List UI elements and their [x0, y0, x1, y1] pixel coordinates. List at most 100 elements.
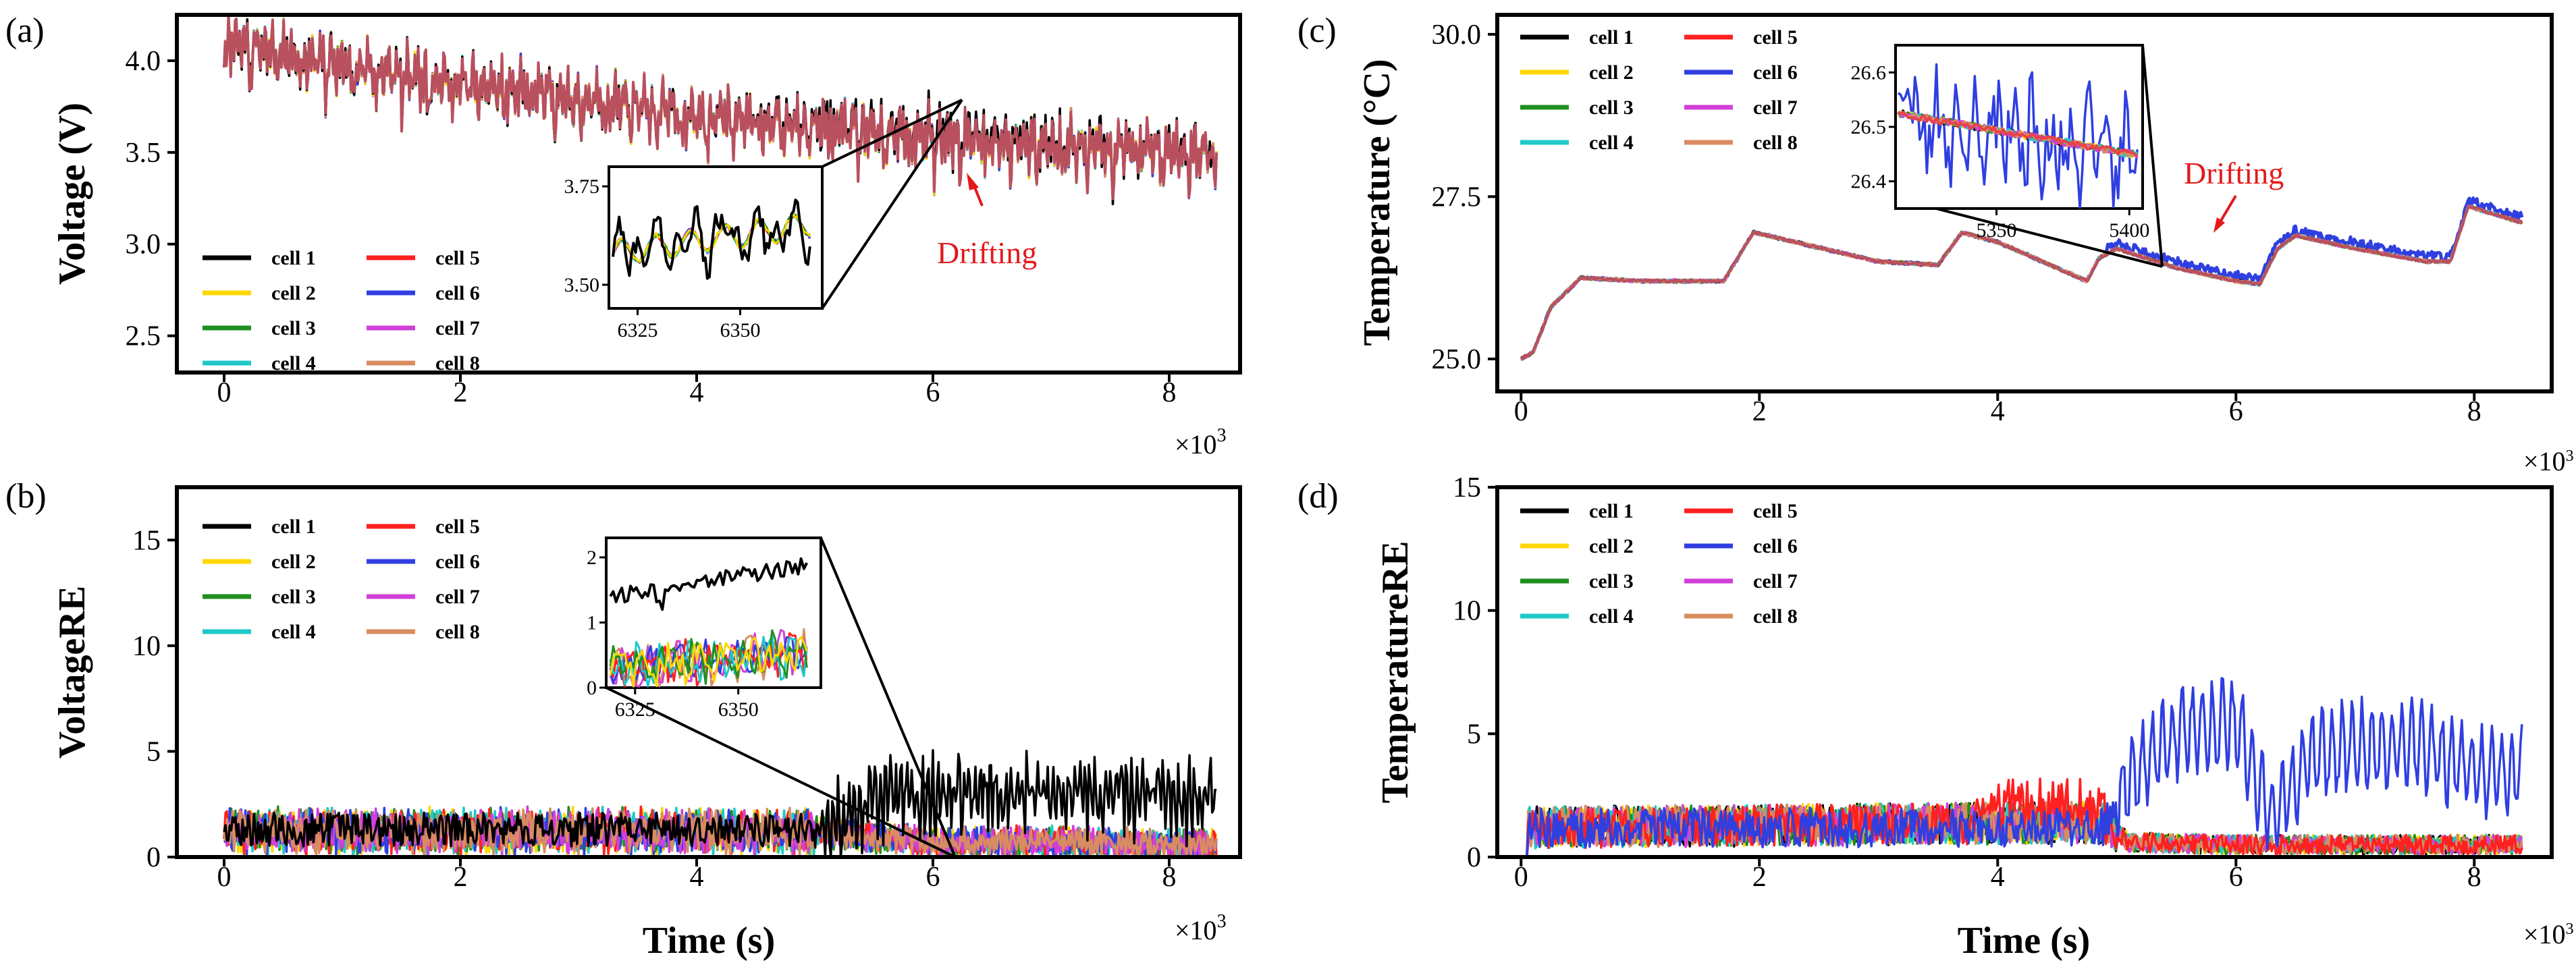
inset-ytick-label-a-1: 3.75	[564, 175, 600, 198]
x-multiplier-a: ×103	[1175, 425, 1227, 460]
chart-panel-d: 0 2 4 6 8 0 5 10 15 TemperatureRE Time (s) ×103…	[1374, 472, 2574, 962]
legend-label-a-1: cell 1	[271, 247, 316, 269]
ytick-label-d-3: 15	[1453, 472, 1481, 503]
xtick-label-c-2: 4	[1991, 396, 2005, 427]
xtick-label-d-2: 4	[1991, 862, 2005, 893]
ytick-label-d-2: 10	[1453, 596, 1481, 627]
legend-label-a-8: cell 8	[435, 352, 480, 375]
legend-label-b-3: cell 3	[271, 586, 316, 608]
x-multiplier-base-b: ×10	[1175, 915, 1217, 945]
ytick-label-b-3: 15	[132, 525, 161, 556]
inset-ytick-label-c-2: 26.6	[1851, 61, 1887, 84]
inset-ticks-b: 6325 6350 0 1 2	[587, 547, 759, 721]
ylabel-b: VoltageRE	[51, 586, 93, 759]
ytick-label-b-0: 0	[146, 842, 161, 873]
ytick-label-a-2: 3.5	[126, 138, 161, 169]
xtick-label-a-3: 6	[926, 377, 940, 408]
x-multiplier-exp-d: 3	[2566, 920, 2574, 938]
inset-xtick-label-c-1: 5400	[2109, 219, 2149, 242]
legend-label-b-5: cell 5	[435, 516, 480, 538]
legend-label-b-1: cell 1	[271, 516, 316, 538]
ytick-label-c-1: 27.5	[1432, 182, 1482, 213]
plot-frame-d	[1495, 485, 2554, 859]
plot-frame-c	[1495, 13, 2554, 393]
inset-ytick-label-c-0: 26.4	[1851, 171, 1887, 193]
xtick-label-b-4: 8	[1162, 862, 1177, 893]
series-group-b	[223, 748, 1218, 857]
legend-label-b-4: cell 4	[271, 621, 316, 643]
inset-series-b	[609, 557, 808, 688]
zoom-line-a-1	[822, 99, 963, 168]
legend-label-d-6: cell 6	[1753, 535, 1798, 557]
xlabel-b: Time (s)	[643, 920, 776, 962]
drift-arrowhead-c	[2213, 217, 2225, 233]
legend-a: cell 1 cell 2 cell 3 cell 4 cell 5 cell 6 cell…	[203, 247, 480, 375]
xticks-c: 0 2 4 6 8	[1514, 391, 2481, 427]
legend-b: cell 1 cell 2 cell 3 cell 4 cell 5 cell 6 cell…	[203, 516, 480, 643]
xticks-d: 0 2 4 6 8	[1514, 857, 2481, 893]
panel-label-a: (a)	[5, 11, 45, 50]
legend-label-c-8: cell 8	[1753, 132, 1798, 154]
drift-annotation-c: Drifting	[2184, 156, 2284, 233]
zoom-line-a-2	[821, 99, 963, 310]
ytick-label-d-0: 0	[1467, 842, 1481, 873]
legend-label-d-3: cell 3	[1589, 570, 1634, 592]
x-multiplier-d: ×103	[2523, 919, 2574, 949]
x-multiplier-exp-a: 3	[1217, 425, 1227, 446]
xtick-label-a-0: 0	[217, 377, 232, 408]
inset-series-c-cell-5	[1897, 111, 2139, 158]
xticks-b: 0 2 4 6 8	[217, 857, 1177, 893]
inset-b: 6325 6350 0 1 2	[587, 536, 957, 858]
inset-c: 5350 5400 26.4 26.5 26.6	[1851, 44, 2164, 268]
ytick-label-c-0: 25.0	[1432, 344, 1482, 375]
x-multiplier-exp-b: 3	[1217, 911, 1227, 932]
series-a-cell-5	[223, 15, 1218, 200]
legend-label-b-8: cell 8	[435, 621, 480, 643]
xtick-label-c-1: 2	[1752, 396, 1767, 427]
zoom-line-c-1	[1935, 207, 2163, 268]
chart-panel-c: 0 2 4 6 8 25.0 27.5 30.0 Temperature (°C) ×103…	[1356, 13, 2574, 476]
inset-series-a	[612, 198, 811, 280]
legend-label-a-3: cell 3	[271, 317, 316, 339]
inset-xtick-label-b-0: 6325	[615, 698, 655, 721]
xtick-label-d-4: 8	[2467, 862, 2481, 893]
yticks-d: 0 5 10 15	[1453, 472, 1497, 873]
legend-label-c-5: cell 5	[1753, 26, 1798, 49]
inset-xtick-label-a-1: 6350	[720, 319, 760, 341]
series-c-cell-6	[1520, 196, 2524, 361]
inset-xtick-label-b-1: 6350	[718, 698, 759, 721]
yticks-c: 25.0 27.5 30.0	[1432, 20, 1497, 375]
inset-series-b-cell-1	[609, 557, 808, 611]
inset-series-c	[1897, 63, 2139, 209]
series-c-cell-5	[1521, 204, 2523, 360]
legend-label-a-2: cell 2	[271, 282, 316, 304]
drift-label-c: Drifting	[2184, 156, 2284, 190]
inset-ytick-label-b-1: 1	[587, 611, 597, 634]
legend-c: cell 1 cell 2 cell 3 cell 4 cell 5 cell 6 cell…	[1520, 26, 1798, 154]
ylabel-c: Temperature (°C)	[1356, 59, 1398, 346]
inset-ytick-label-b-0: 0	[587, 677, 597, 699]
legend-label-c-3: cell 3	[1589, 96, 1634, 119]
x-multiplier-base-a: ×10	[1175, 429, 1217, 460]
legend-label-d-7: cell 7	[1753, 570, 1798, 592]
plot-frame-b	[175, 485, 1242, 859]
zoom-line-b-2	[606, 686, 956, 858]
series-group-d	[1521, 677, 2523, 857]
x-multiplier-base-d: ×10	[2523, 919, 2566, 949]
x-multiplier-exp-c: 3	[2566, 447, 2574, 465]
xlabel-d: Time (s)	[1958, 920, 2091, 962]
xtick-label-b-3: 6	[926, 862, 940, 893]
ytick-label-c-2: 30.0	[1432, 20, 1482, 51]
zoom-line-b-1	[820, 537, 957, 858]
ylabel-d: TemperatureRE	[1374, 541, 1416, 804]
drift-arrowhead-a	[967, 173, 979, 190]
xtick-label-d-1: 2	[1752, 862, 1767, 893]
inset-series-a-cell-1	[612, 198, 811, 280]
legend-label-d-5: cell 5	[1753, 500, 1798, 522]
ytick-label-a-1: 3.0	[126, 229, 161, 260]
drift-label-a: Drifting	[937, 236, 1037, 270]
inset-ticks-c: 5350 5400 26.4 26.5 26.6	[1851, 61, 2150, 242]
ytick-label-a-0: 2.5	[126, 321, 161, 352]
yticks-a: 2.5 3.0 3.5 4.0	[126, 46, 177, 352]
ytick-label-b-2: 10	[132, 631, 161, 662]
